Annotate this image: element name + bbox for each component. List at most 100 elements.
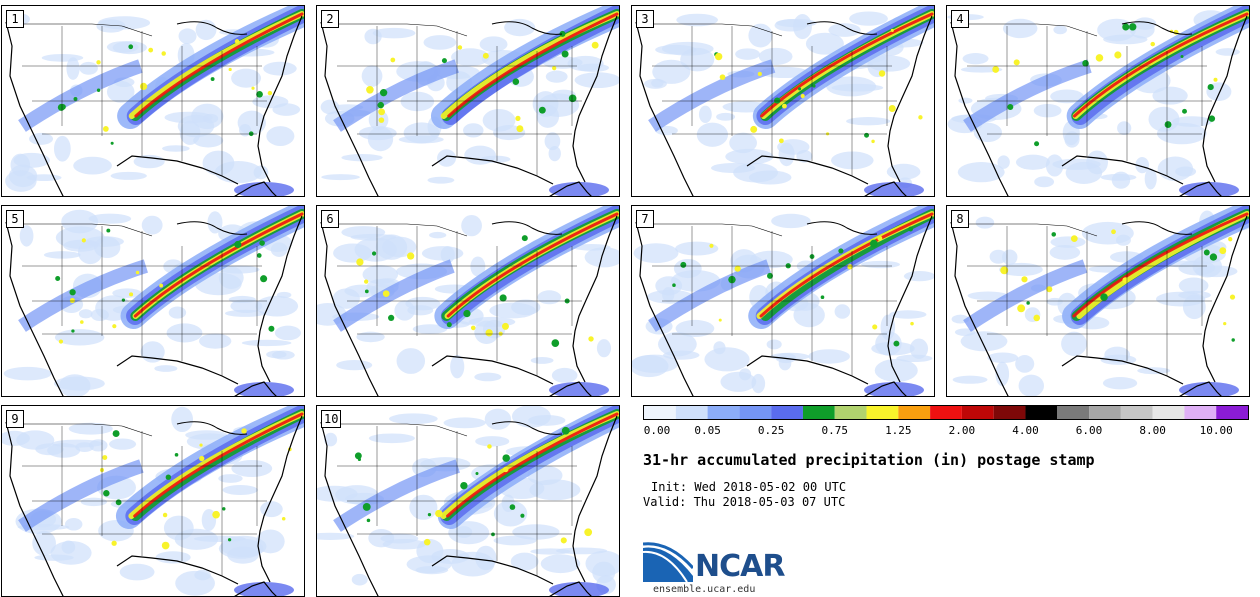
- precip-cell: [407, 252, 415, 260]
- coastline: [234, 581, 277, 596]
- precip-light: [1015, 355, 1035, 373]
- precip-light: [1182, 294, 1206, 320]
- coastline: [5, 221, 64, 396]
- precip-cell: [356, 258, 364, 266]
- precip-cell: [121, 298, 126, 302]
- precip-light: [177, 114, 215, 138]
- precip-light: [412, 324, 448, 334]
- precip-light: [437, 149, 457, 167]
- precip-cell: [591, 41, 599, 49]
- precip-light: [967, 291, 1009, 301]
- precip-light: [361, 65, 383, 87]
- colorbar-swatch: [739, 406, 772, 419]
- precip-light: [849, 11, 888, 26]
- colorbar-swatch: [802, 406, 835, 419]
- great-lakes: [806, 221, 878, 235]
- precip-light: [464, 145, 496, 165]
- precip-cell: [798, 87, 802, 91]
- colorbar-swatch: [1216, 406, 1248, 419]
- precip-cell: [734, 265, 741, 272]
- precip-light: [834, 304, 851, 319]
- precip-light: [34, 554, 74, 561]
- precip-map: [947, 6, 1249, 196]
- precip-band: [133, 412, 304, 518]
- precip-light: [1002, 18, 1038, 39]
- precip-cell: [139, 82, 148, 91]
- colorbar-swatch: [1120, 406, 1153, 419]
- precip-cell: [103, 489, 110, 497]
- precip-light: [276, 291, 292, 299]
- precip-cell: [800, 93, 805, 99]
- precip-cell: [162, 512, 168, 518]
- precip-cell: [256, 253, 262, 258]
- precip-light: [260, 501, 283, 518]
- precip-cell: [516, 125, 524, 133]
- precip-cell: [377, 101, 385, 109]
- logo-url: ensemble.ucar.edu: [653, 584, 756, 595]
- precip-light: [831, 83, 884, 92]
- panel-label: 10: [321, 410, 342, 428]
- precip-cell: [112, 430, 120, 438]
- precip-cell: [501, 322, 509, 330]
- precip-light: [382, 539, 426, 550]
- precip-map: [3, 206, 304, 396]
- precip-cell: [498, 331, 503, 336]
- precip-light: [661, 41, 714, 56]
- precip-cell: [521, 235, 528, 242]
- national-border: [337, 423, 468, 437]
- precip-cell: [908, 226, 914, 232]
- precip-cell: [503, 466, 509, 473]
- coastline: [635, 21, 694, 196]
- precip-cell: [1180, 55, 1184, 59]
- coastline: [549, 381, 592, 396]
- precip-cell: [1111, 229, 1116, 235]
- precip-band-west: [963, 259, 1088, 332]
- colorbar-tick-label: 8.00: [1139, 424, 1166, 437]
- precip-light: [162, 145, 190, 152]
- precip-light: [230, 298, 263, 314]
- precip-light: [1157, 156, 1194, 182]
- precip-band: [759, 212, 934, 318]
- precip-cell: [362, 503, 371, 511]
- precip-light: [470, 256, 486, 277]
- precip-cell: [55, 276, 61, 282]
- precip-cell: [1095, 54, 1104, 62]
- coastline: [5, 421, 64, 596]
- precip-cell: [491, 532, 495, 537]
- precip-band-west: [333, 459, 460, 532]
- precip-light: [317, 532, 355, 540]
- precip-cell: [992, 66, 1000, 73]
- precip-south: [864, 182, 924, 196]
- precip-light: [874, 358, 918, 383]
- precip-cell: [427, 513, 432, 517]
- precip-light: [53, 135, 71, 162]
- precip-light: [202, 150, 235, 176]
- precip-light: [975, 216, 995, 229]
- precip-light: [510, 552, 539, 571]
- coastline: [950, 21, 1009, 196]
- precip-light: [960, 66, 1003, 73]
- colorbar-outline: [643, 405, 1249, 420]
- precip-light: [231, 459, 273, 478]
- precip-band-west: [648, 259, 771, 332]
- precip-cell: [228, 67, 232, 72]
- precip-cell: [1017, 304, 1026, 313]
- precip-map: [317, 406, 619, 596]
- precip-light: [886, 163, 921, 180]
- colorbar-tick-label: 2.00: [948, 424, 976, 437]
- precip-light: [652, 59, 691, 84]
- precip-light: [1215, 48, 1240, 56]
- precip-cell: [1223, 321, 1227, 326]
- precip-light: [704, 347, 750, 372]
- precip-light: [13, 152, 50, 168]
- precip-south: [549, 582, 609, 596]
- precip-cell: [1213, 77, 1218, 82]
- colorbar-swatch: [771, 406, 803, 419]
- precip-light: [119, 563, 155, 581]
- precip-light: [405, 296, 441, 311]
- precip-cell: [382, 290, 390, 298]
- precip-light: [68, 422, 113, 435]
- precip-cell: [785, 263, 791, 269]
- precip-cell: [366, 86, 374, 94]
- precip-light: [1049, 244, 1081, 260]
